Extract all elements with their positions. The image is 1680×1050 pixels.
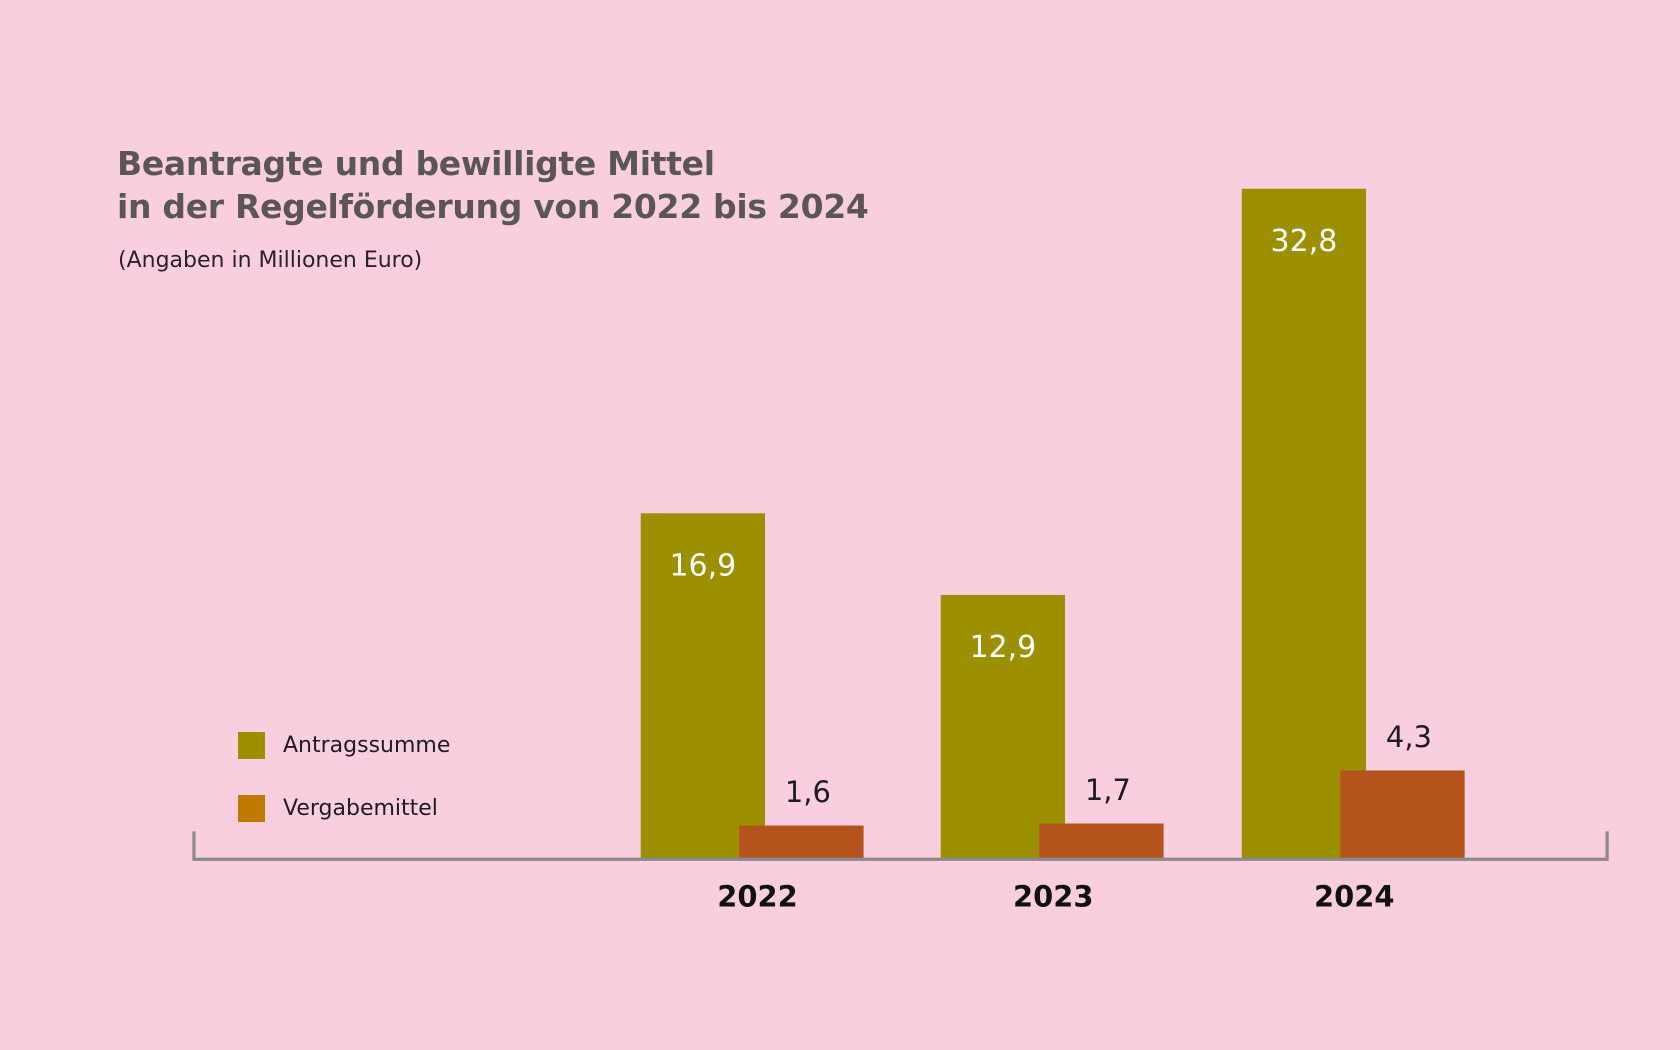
legend-label-vergabemittel: Vergabemittel: [283, 795, 438, 821]
x-tick-label-2024: 2024: [1314, 879, 1394, 913]
data-label-antragssumme-2022: 16,9: [669, 548, 736, 583]
bar-vergabemittel-2023: [1039, 823, 1164, 859]
legend: Antragssumme Vergabemittel: [238, 730, 450, 856]
data-label-vergabemittel-2022: 1,6: [785, 775, 831, 809]
bar-antragssumme-2022: [640, 513, 765, 859]
x-tick-label-2022: 2022: [717, 879, 797, 913]
bar-vergabemittel-2024: [1340, 770, 1465, 859]
data-label-vergabemittel-2023: 1,7: [1085, 773, 1131, 807]
data-label-antragssumme-2024: 32,8: [1271, 224, 1338, 259]
x-tick-label-2023: 2023: [1013, 879, 1093, 913]
data-label-antragssumme-2023: 12,9: [969, 630, 1036, 665]
bar-antragssumme-2024: [1241, 188, 1367, 859]
legend-item-vergabemittel: Vergabemittel: [238, 793, 450, 823]
chart-title-line-1: Beantragte und bewilligte Mittel: [117, 144, 715, 183]
x-axis-line: [192, 831, 1609, 861]
data-label-vergabemittel-2024: 4,3: [1386, 720, 1432, 754]
legend-swatch-antragssumme: [238, 731, 265, 759]
legend-item-antragssumme: Antragssumme: [238, 730, 450, 760]
bar-vergabemittel-2022: [739, 825, 864, 859]
legend-label-antragssumme: Antragssumme: [283, 732, 451, 758]
bar-antragssumme-2023: [940, 594, 1065, 859]
chart-subtitle: (Angaben in Millionen Euro): [118, 248, 423, 273]
legend-swatch-vergabemittel: [238, 794, 265, 822]
chart-title-line-2: in der Regelförderung von 2022 bis 2024: [117, 187, 869, 226]
chart-title: Beantragte und bewilligte Mittel in der …: [117, 142, 869, 228]
